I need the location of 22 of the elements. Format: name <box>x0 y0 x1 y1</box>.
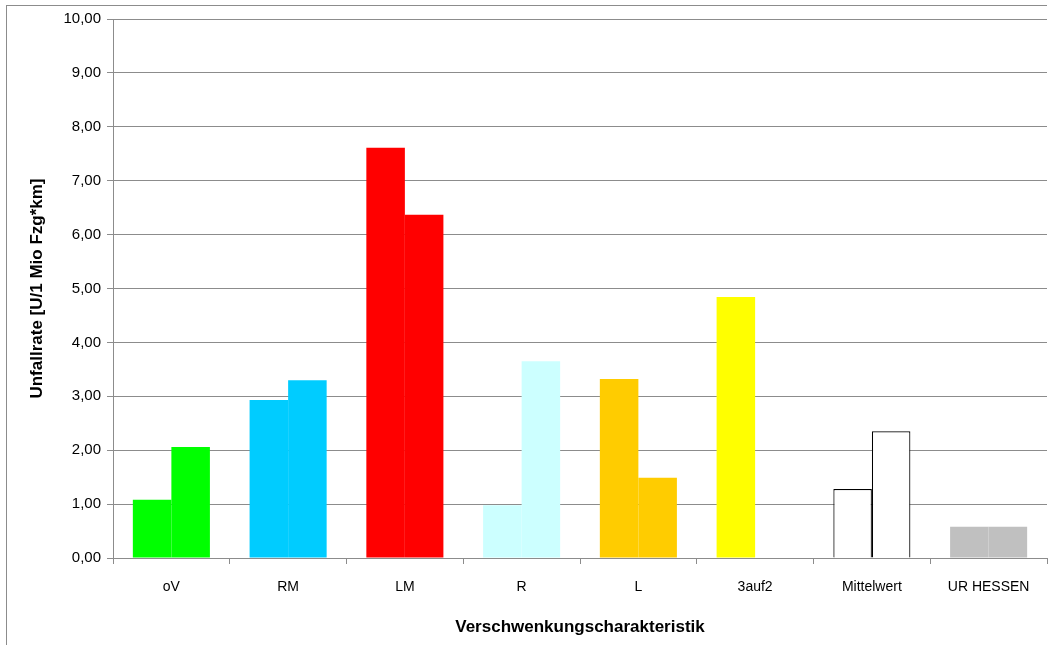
y-axis-title: Unfallrate [U/1 Mio Fzg*km] <box>26 178 46 399</box>
x-tick-label: UR HESSEN <box>947 578 1030 595</box>
y-tick-label: 7,00 <box>71 170 101 188</box>
y-tick-label: 9,00 <box>71 63 101 81</box>
y-tick-label: 0,00 <box>71 548 101 566</box>
x-tick-label: 3auf2 <box>737 578 773 595</box>
x-tick-label: RM <box>277 578 300 595</box>
y-tick-label: 1,00 <box>71 494 101 512</box>
y-tick-label: 5,00 <box>71 278 101 296</box>
x-tick-label: L <box>634 578 643 595</box>
y-tick-label: 6,00 <box>71 224 101 242</box>
x-tick-label: R <box>516 578 527 595</box>
y-tick-label: 2,00 <box>71 440 101 458</box>
y-tick-label: 3,00 <box>71 386 101 404</box>
x-tick-label: Mittelwert <box>841 578 902 595</box>
bar <box>716 297 756 558</box>
x-tick-label: LM <box>395 578 415 595</box>
x-tick-label: oV <box>162 578 181 595</box>
x-axis-title: Verschwenkungscharakteristik <box>455 617 706 637</box>
y-tick-label: 8,00 <box>71 116 101 134</box>
y-tick-label: 10,00 <box>63 9 101 27</box>
y-tick-label: 4,00 <box>71 332 101 350</box>
